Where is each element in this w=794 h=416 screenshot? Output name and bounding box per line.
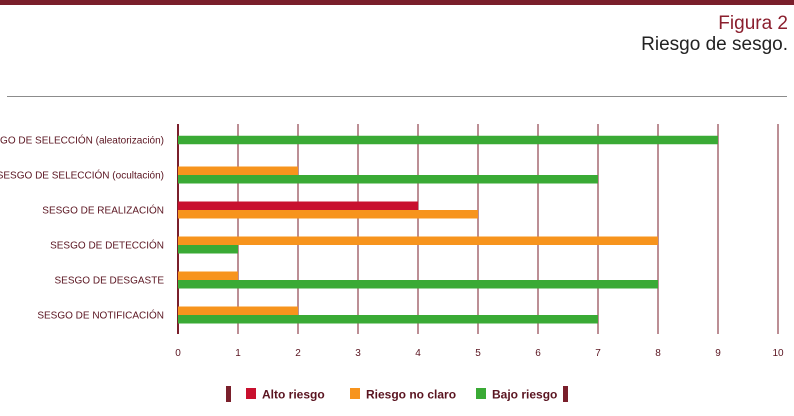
bar bbox=[178, 315, 598, 324]
x-tick-label: 8 bbox=[655, 348, 661, 359]
bar bbox=[178, 210, 478, 219]
bar bbox=[178, 175, 598, 184]
top-rule bbox=[0, 0, 794, 5]
legend-label: Riesgo no claro bbox=[366, 388, 456, 402]
category-label: SESGO DE REALIZACIÓN bbox=[42, 204, 164, 217]
figure-heading: Figura 2 Riesgo de sesgo. bbox=[641, 13, 788, 56]
x-tick-label: 0 bbox=[175, 348, 181, 359]
bar bbox=[178, 280, 658, 289]
legend-end-bar bbox=[563, 386, 568, 402]
x-tick-label: 6 bbox=[535, 348, 541, 359]
bar bbox=[178, 236, 658, 245]
legend-label: Alto riesgo bbox=[262, 388, 325, 402]
x-tick-label: 10 bbox=[772, 348, 784, 359]
x-tick-label: 2 bbox=[295, 348, 301, 359]
bar bbox=[178, 245, 238, 254]
x-tick-label: 4 bbox=[415, 348, 421, 359]
x-tick-label: 3 bbox=[355, 348, 361, 359]
category-label: SESGO DE DESGASTE bbox=[55, 276, 165, 287]
category-label: SESGO DE NOTIFICACIÓN bbox=[37, 309, 164, 322]
bar bbox=[178, 135, 718, 145]
legend-swatch bbox=[350, 388, 360, 399]
legend-label: Bajo riesgo bbox=[492, 388, 557, 402]
x-tick-label: 7 bbox=[595, 348, 601, 359]
legend-end-bar bbox=[226, 386, 231, 402]
bar bbox=[178, 166, 298, 175]
bar bbox=[178, 201, 418, 210]
category-label: SESGO DE SELECCIÓN (ocultación) bbox=[0, 169, 164, 182]
category-label: SESGO DE SELECCIÓN (aleatorización) bbox=[0, 134, 164, 147]
x-tick-label: 9 bbox=[715, 348, 721, 359]
legend-swatch bbox=[246, 388, 256, 399]
figure-title: Riesgo de sesgo. bbox=[641, 33, 788, 55]
figure-number: Figura 2 bbox=[718, 13, 788, 34]
legend-swatch bbox=[476, 388, 486, 399]
category-label: SESGO DE DETECCIÓN bbox=[50, 239, 164, 252]
x-tick-label: 1 bbox=[235, 348, 241, 359]
bar bbox=[178, 271, 238, 280]
separator-rule bbox=[7, 96, 787, 97]
bar bbox=[178, 306, 298, 315]
x-tick-label: 5 bbox=[475, 348, 481, 359]
